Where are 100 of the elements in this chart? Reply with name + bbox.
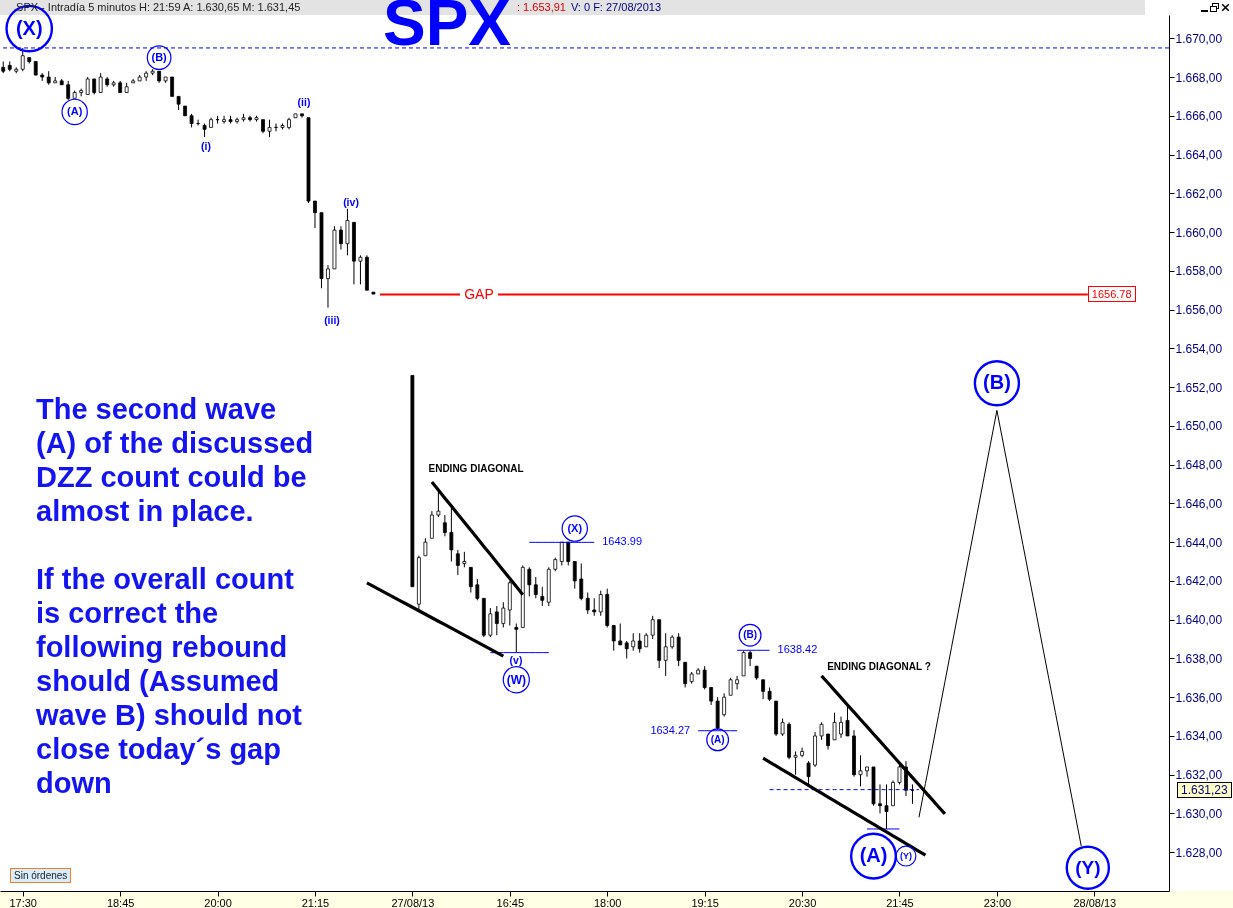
data-label: 1643.99 <box>602 535 643 548</box>
candlestick <box>442 514 447 537</box>
candlestick <box>339 225 343 250</box>
candlestick <box>98 72 103 94</box>
chart-title: SPX <box>382 0 512 59</box>
text: 1.631,23 <box>1177 782 1232 798</box>
candlestick <box>300 113 304 119</box>
candlestick <box>501 601 506 628</box>
candlestick <box>540 586 545 607</box>
x-tick-label: 21:15 <box>301 896 330 908</box>
y-tick-label: 1.638,00 <box>1175 651 1223 666</box>
x-tick-label: 16:45 <box>496 896 525 908</box>
y-tick-label: 1.670,00 <box>1175 31 1223 46</box>
candlestick <box>722 692 727 718</box>
data-label: (X) <box>15 16 43 39</box>
candlestick <box>761 679 765 700</box>
data-label: (X) <box>567 521 583 534</box>
x-tick-label: 18:00 <box>593 896 622 908</box>
y-tick-label: 1.668,00 <box>1175 70 1223 85</box>
annotation: ENDING DIAGONAL <box>428 463 524 474</box>
candlestick <box>748 650 753 667</box>
annotation: (ii) <box>297 96 311 108</box>
annotation: ENDING DIAGONAL ? <box>827 661 931 672</box>
y-tick-label: 1.630,00 <box>1175 806 1223 821</box>
data-label: 1656.78 <box>1087 286 1136 303</box>
x-tick-label: 19:15 <box>691 896 719 908</box>
candlestick <box>598 590 603 617</box>
candlestick <box>514 623 519 654</box>
candlestick <box>618 623 623 646</box>
candlestick <box>345 208 350 256</box>
data-label: (A) <box>710 733 725 745</box>
y-tick-label: 1.648,00 <box>1175 458 1223 473</box>
data-label: 1634.27 <box>650 723 691 736</box>
annotation: (i) <box>201 140 211 152</box>
data-label: (B) <box>151 50 168 63</box>
candlestick <box>527 566 532 597</box>
candlestick <box>832 712 837 741</box>
data-label: (W) <box>506 672 526 687</box>
candlestick <box>326 264 330 309</box>
y-tick-label: 1.642,00 <box>1175 574 1223 589</box>
x-tick-label: 20:00 <box>204 896 232 908</box>
candlestick <box>637 632 642 654</box>
candlestick <box>839 716 843 739</box>
y-tick-label: 1.654,00 <box>1175 341 1223 356</box>
data-label: (Y) <box>1075 856 1101 878</box>
candlestick <box>358 254 363 285</box>
candlestick <box>611 624 616 652</box>
candlestick <box>222 115 226 125</box>
y-tick-label: 1.644,00 <box>1175 535 1223 550</box>
y-tick-label: 1.650,00 <box>1175 419 1223 434</box>
x-tick-label: 23:00 <box>983 896 1012 908</box>
candlestick <box>475 578 480 601</box>
candlestick <box>884 783 889 830</box>
x-tick-label: 21:45 <box>886 896 914 908</box>
candlestick <box>806 760 811 785</box>
x-tick-label: 28/08/13 <box>1073 896 1117 908</box>
candlestick <box>676 632 681 667</box>
data-label: (B) <box>743 629 758 641</box>
candlestick <box>66 80 71 101</box>
candlestick <box>741 650 746 677</box>
x-tick-label: 27/08/13 <box>391 896 435 908</box>
y-tick-label: 1.632,00 <box>1175 768 1223 783</box>
data-label: (A) <box>859 844 888 867</box>
data-label: 1638.42 <box>777 643 818 656</box>
candlestick <box>488 607 493 638</box>
candlestick <box>533 576 538 599</box>
data-label: (B) <box>983 371 1011 394</box>
candlestick <box>683 661 688 688</box>
x-tick-label: 17:30 <box>9 896 37 908</box>
candlestick <box>702 665 707 690</box>
data-label: (A) <box>67 104 83 117</box>
status-button: Sin órdenes <box>10 868 72 883</box>
candlestick <box>313 200 317 229</box>
annotation: (iii) <box>324 314 340 326</box>
y-tick-label: 1.662,00 <box>1175 186 1223 201</box>
x-tick-label: 18:45 <box>106 896 135 908</box>
candlestick <box>429 510 434 539</box>
annotation: (v) <box>509 654 523 666</box>
candlestick <box>579 562 584 601</box>
candlestick <box>235 117 239 125</box>
y-tick-label: 1.636,00 <box>1175 690 1223 705</box>
candlestick <box>170 76 174 97</box>
y-tick-label: 1.646,00 <box>1175 496 1223 511</box>
candlestick <box>468 566 473 594</box>
x-tick-label: 20:30 <box>788 896 817 908</box>
y-tick-label: 1.664,00 <box>1175 148 1223 163</box>
candlestick <box>878 783 882 814</box>
y-tick-label: 1.640,00 <box>1175 613 1223 628</box>
y-tick-label: 1.652,00 <box>1175 380 1223 395</box>
y-tick-label: 1.628,00 <box>1175 845 1223 860</box>
annotation: If the overall count is correct the following rebound should (Assumed wave B) should not close today´s gap down <box>35 563 303 799</box>
candlestick <box>891 780 895 807</box>
y-tick-label: 1.660,00 <box>1175 225 1223 240</box>
y-tick-label: 1.666,00 <box>1175 109 1223 124</box>
candlestick <box>455 549 460 576</box>
y-tick-label: 1.634,00 <box>1175 729 1223 744</box>
candlestick <box>650 615 655 640</box>
candlestick <box>572 561 577 590</box>
y-tick-label: 1.656,00 <box>1175 303 1223 318</box>
candlestick <box>735 675 740 690</box>
